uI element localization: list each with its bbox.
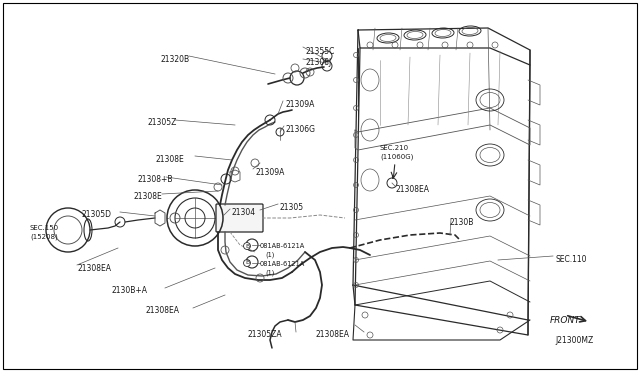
Text: FRONT: FRONT bbox=[550, 316, 580, 325]
Text: SEC.110: SEC.110 bbox=[555, 255, 586, 264]
Text: (1): (1) bbox=[265, 269, 275, 276]
Text: 21308+B: 21308+B bbox=[138, 175, 173, 184]
Text: 21305: 21305 bbox=[280, 203, 304, 212]
Text: 21308EA: 21308EA bbox=[316, 330, 350, 339]
Text: (1): (1) bbox=[265, 251, 275, 257]
Text: 21308EA: 21308EA bbox=[395, 185, 429, 194]
Text: J21300MZ: J21300MZ bbox=[555, 336, 593, 345]
Text: 21309A: 21309A bbox=[255, 168, 284, 177]
Text: 21308EA: 21308EA bbox=[145, 306, 179, 315]
Text: 21306G: 21306G bbox=[286, 125, 316, 134]
FancyBboxPatch shape bbox=[216, 204, 263, 232]
Text: B: B bbox=[245, 244, 249, 248]
Text: B: B bbox=[245, 260, 249, 266]
Text: SEC.150: SEC.150 bbox=[30, 225, 59, 231]
Text: 21308J: 21308J bbox=[305, 58, 332, 67]
Text: 2130B: 2130B bbox=[450, 218, 474, 227]
Text: 081AB-6121A: 081AB-6121A bbox=[260, 261, 305, 267]
Text: SEC.210: SEC.210 bbox=[380, 145, 409, 151]
Text: 081AB-6121A: 081AB-6121A bbox=[260, 243, 305, 249]
Text: 21308E: 21308E bbox=[155, 155, 184, 164]
Text: 21355C: 21355C bbox=[305, 47, 334, 56]
Text: (15208): (15208) bbox=[30, 233, 58, 240]
Text: 21305D: 21305D bbox=[82, 210, 112, 219]
Text: 21305ZA: 21305ZA bbox=[248, 330, 283, 339]
Text: (11060G): (11060G) bbox=[380, 153, 413, 160]
Text: 21308E: 21308E bbox=[133, 192, 162, 201]
Text: 21304: 21304 bbox=[232, 208, 256, 217]
Text: 21305Z: 21305Z bbox=[148, 118, 177, 127]
Text: 21309A: 21309A bbox=[285, 100, 314, 109]
Text: 2130B+A: 2130B+A bbox=[112, 286, 148, 295]
Text: 21320B: 21320B bbox=[161, 55, 190, 64]
Text: 21308EA: 21308EA bbox=[78, 264, 112, 273]
